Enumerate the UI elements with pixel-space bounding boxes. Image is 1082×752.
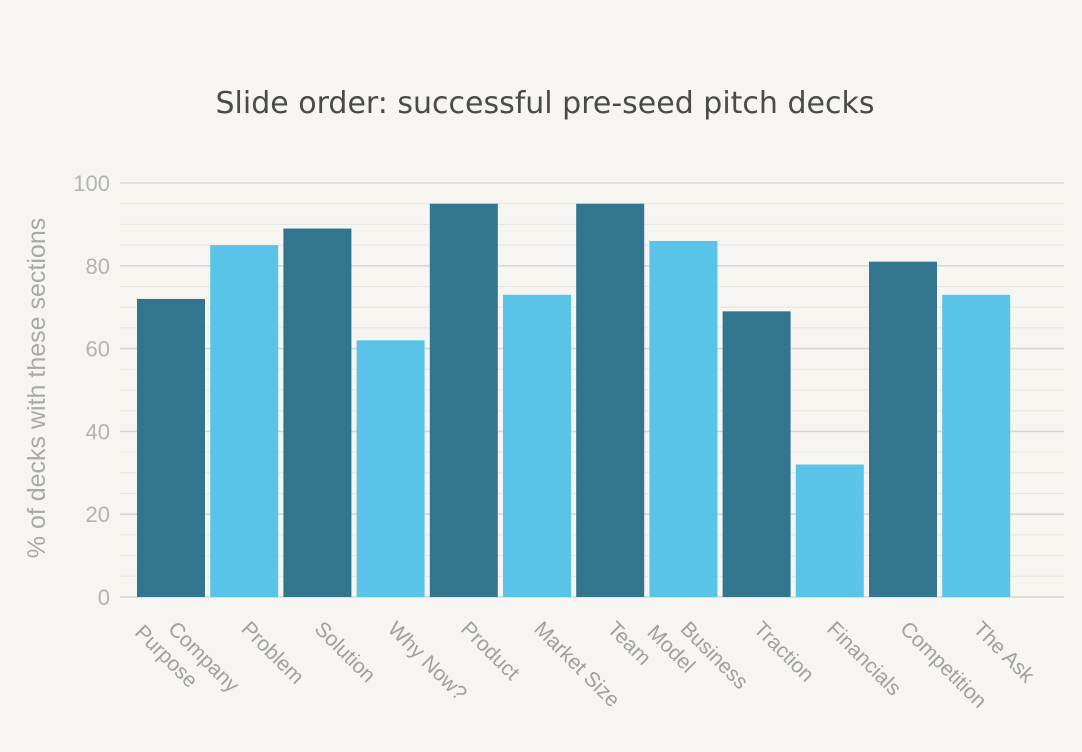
bar bbox=[356, 340, 425, 597]
bar bbox=[869, 261, 937, 597]
bar bbox=[210, 245, 279, 597]
x-tick-label: Team bbox=[603, 617, 656, 670]
bar bbox=[722, 311, 791, 597]
bar bbox=[137, 298, 205, 597]
y-tick-label: 100 bbox=[73, 171, 110, 196]
x-axis-ticks: CompanyPurpose Problem Solution Why Now?Pro… bbox=[130, 602, 1039, 715]
x-tick-label: Traction bbox=[749, 617, 818, 686]
y-tick-label: 40 bbox=[86, 419, 110, 444]
y-tick-label: 0 bbox=[98, 585, 110, 610]
chart-title: Slide order: successful pre-seed pitch d… bbox=[216, 86, 875, 121]
x-tick-label: CompanyPurpose bbox=[130, 602, 243, 715]
y-tick-label: 80 bbox=[86, 254, 110, 279]
bar bbox=[429, 203, 498, 597]
x-tick-label: Product bbox=[456, 617, 524, 685]
y-axis-label: % of decks with these sections bbox=[23, 218, 51, 558]
bar bbox=[649, 240, 718, 597]
bar bbox=[283, 228, 352, 598]
x-tick-label: Why Now? bbox=[383, 617, 471, 705]
x-tick-label: Problem bbox=[237, 617, 309, 689]
y-tick-label: 60 bbox=[86, 337, 110, 362]
x-tick-label: Financials bbox=[822, 617, 905, 700]
y-tick-label: 20 bbox=[86, 502, 110, 527]
bars bbox=[137, 203, 1011, 598]
bar bbox=[576, 203, 645, 597]
bar bbox=[795, 464, 864, 597]
bar bbox=[942, 294, 1011, 597]
x-tick-label: The Ask bbox=[969, 617, 1039, 687]
x-tick-label: BusinessModel bbox=[643, 602, 753, 712]
y-axis-ticks: 0 20 40 60 80 100 bbox=[73, 171, 110, 610]
bar bbox=[503, 294, 571, 597]
x-tick-label: Solution bbox=[310, 617, 380, 687]
